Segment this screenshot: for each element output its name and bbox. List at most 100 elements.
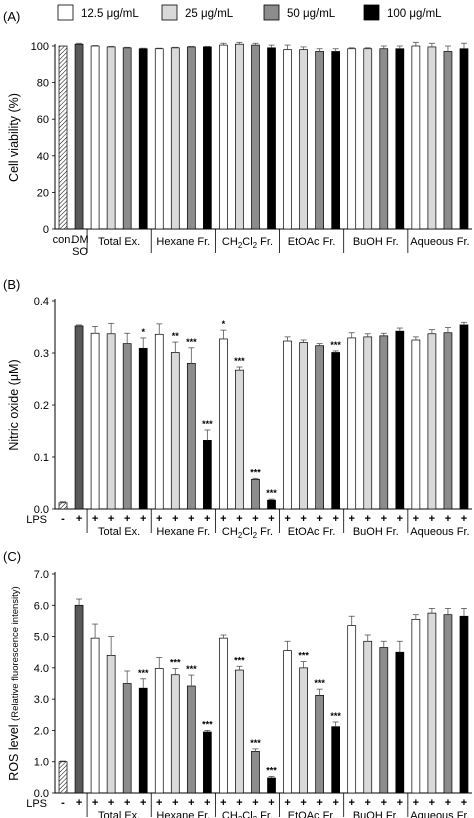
bar-group-1 (170, 674, 180, 794)
lps-sign: + (76, 797, 82, 809)
bar-group-0 (90, 637, 100, 794)
lps-sign: + (252, 797, 258, 809)
y-axis-title: Cell viability (%) (7, 93, 21, 182)
lps-sign: + (204, 513, 210, 525)
group-label: Aqueous Fr. (410, 810, 469, 818)
lps-sign: + (188, 513, 194, 525)
lps-sign: + (124, 513, 130, 525)
panel-c-ros-level: (C) ROS level (Relative fluorescence inte… (3, 549, 472, 818)
lps-sign: + (236, 797, 242, 809)
lps-sign: + (316, 513, 322, 525)
lps-sign: + (108, 797, 114, 809)
legend-swatch (161, 4, 178, 21)
y-axis-title: ROS level (Relative fluorescence intensi… (7, 586, 21, 780)
bar-group-4 (395, 330, 405, 510)
lps-sign: + (429, 797, 435, 809)
bar-group-2 (235, 43, 244, 230)
bar-group-3 (299, 342, 308, 510)
group-label: Aqueous Fr. (410, 526, 469, 538)
lps-sign: - (61, 513, 65, 525)
group-label: Total Ex. (98, 236, 140, 248)
lps-sign: + (204, 797, 210, 809)
y-tick-label: 4.0 (34, 663, 49, 675)
bar-control (74, 43, 84, 230)
lps-sign: + (300, 797, 306, 809)
lps-sign: + (316, 797, 322, 809)
bar-group-4 (363, 640, 373, 794)
y-tick-label: 0.0 (34, 788, 49, 800)
y-tick-label: 100 (31, 41, 49, 53)
lps-sign: + (92, 797, 98, 809)
bar-control (58, 502, 68, 510)
bar-group-3 (331, 352, 341, 510)
significance-mark: *** (330, 711, 341, 721)
group-label: Total Ex. (98, 810, 140, 818)
lps-sign: + (365, 797, 371, 809)
bar-group-3 (315, 345, 324, 510)
bar-group-0 (138, 687, 148, 794)
bar-group-4 (379, 647, 389, 794)
bar-group-3 (299, 49, 308, 230)
bar-group-2 (219, 637, 228, 794)
bar-group-2 (219, 44, 228, 230)
lps-sign: - (61, 797, 65, 809)
group-label: BuOH Fr. (353, 236, 399, 248)
lps-sign: + (124, 797, 130, 809)
significance-mark: *** (186, 664, 197, 674)
bar-control (58, 761, 68, 794)
bar-group-5 (443, 332, 453, 510)
lps-sign: + (140, 513, 146, 525)
group-label: BuOH Fr. (353, 526, 399, 538)
bar-group-0 (122, 47, 132, 230)
significance-mark: *** (298, 651, 309, 661)
y-tick-label: 0.4 (34, 296, 49, 308)
lps-sign: + (220, 797, 226, 809)
significance-mark: *** (330, 340, 341, 350)
bar-group-0 (90, 45, 100, 230)
lps-sign: + (156, 797, 162, 809)
significance-mark: *** (314, 678, 325, 688)
y-tick-label: 0.1 (34, 452, 49, 464)
lps-sign: + (429, 513, 435, 525)
bar-group-5 (443, 51, 453, 230)
bar-group-1 (203, 440, 212, 510)
bar-group-2 (267, 499, 276, 510)
bar-group-0 (106, 654, 116, 794)
bar-group-5 (411, 339, 421, 510)
significance-mark: *** (234, 356, 245, 366)
lps-sign: + (252, 513, 258, 525)
bar-group-3 (283, 340, 292, 510)
bar-group-4 (347, 337, 357, 510)
bar-group-1 (154, 668, 164, 794)
group-label: EtOAc Fr. (288, 236, 336, 248)
significance-mark: ** (172, 331, 180, 341)
lps-sign: + (140, 797, 146, 809)
bar-group-4 (347, 48, 357, 230)
lps-sign: + (172, 513, 178, 525)
legend-swatch (57, 4, 74, 21)
bar-group-4 (347, 625, 357, 794)
group-label: Hexane Fr. (156, 236, 210, 248)
significance-mark: *** (266, 765, 277, 775)
significance-mark: *** (202, 719, 213, 729)
lps-sign: + (284, 513, 290, 525)
bar-group-2 (219, 338, 228, 510)
bar-group-1 (154, 333, 164, 510)
bar-group-5 (427, 46, 437, 230)
legend-swatch (363, 4, 380, 21)
group-label: EtOAc Fr. (288, 810, 336, 818)
lps-sign: + (461, 797, 467, 809)
lps-sign: + (365, 513, 371, 525)
bar-group-0 (90, 332, 100, 510)
lps-sign: + (332, 513, 338, 525)
bar-group-1 (186, 46, 196, 230)
y-tick-label: 3.0 (34, 694, 49, 706)
group-label: CH2Cl2 Fr. (222, 526, 273, 540)
bar-group-4 (363, 336, 373, 510)
bar-group-3 (331, 51, 341, 230)
y-tick-label: 1.0 (34, 757, 49, 769)
panel-b-nitric-oxide: (B)Nitric oxide (μM)0.00.10.20.30.4* ****… (3, 277, 472, 540)
significance-mark: * (141, 327, 145, 337)
bar-group-1 (203, 46, 212, 230)
bar-group-0 (138, 347, 148, 510)
